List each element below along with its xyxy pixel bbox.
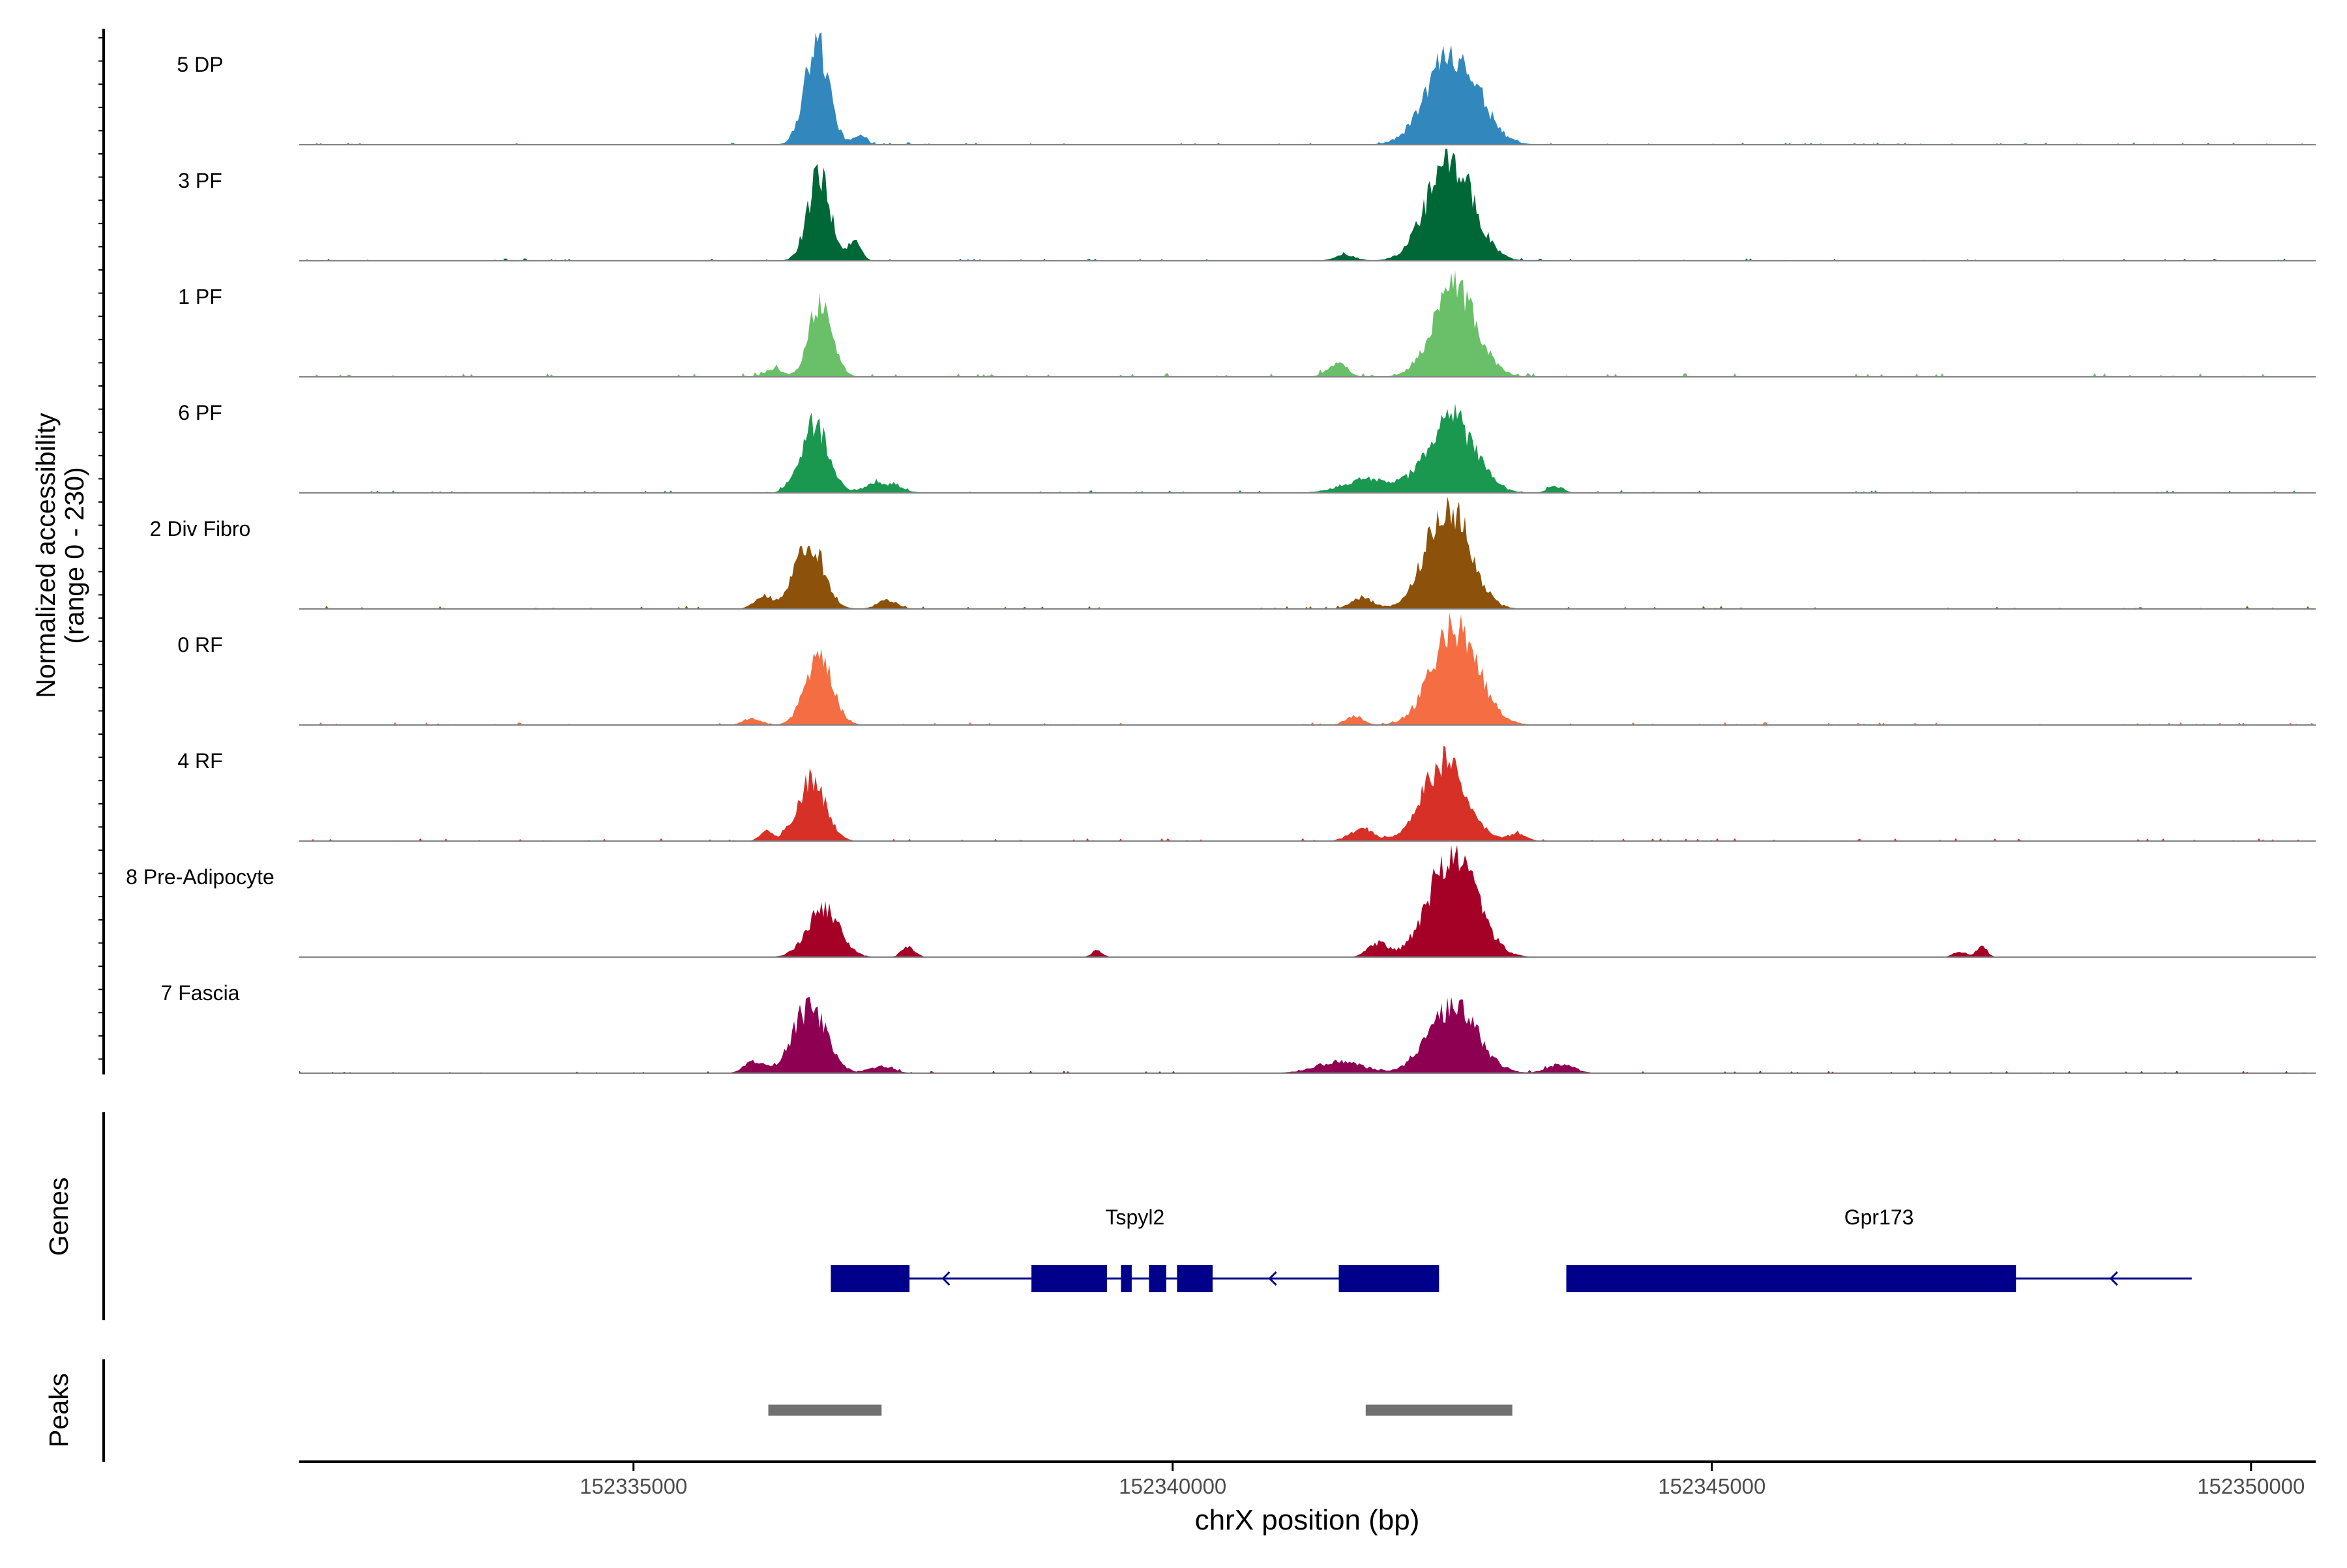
track-4-rf: 4 RF <box>177 745 2316 842</box>
x-tick-label: 152335000 <box>580 1474 687 1498</box>
gene-exon <box>1177 1265 1213 1292</box>
track-6-pf: 6 PF <box>178 401 2316 494</box>
gene-exon <box>831 1265 910 1292</box>
track-1-pf: 1 PF <box>178 270 2316 377</box>
gene-exon <box>1121 1265 1132 1292</box>
strand-arrow <box>2109 1271 2118 1286</box>
coverage-area <box>299 270 2316 377</box>
track-2-div-fibro: 2 Div Fibro <box>150 497 2316 610</box>
peaks-panel-label: Peaks <box>44 1373 74 1447</box>
peaks-layer <box>768 1404 1513 1416</box>
gene-gpr173: Gpr173 <box>1566 1206 2192 1292</box>
axes-layer: Normalized accessibility (range 0 - 230)… <box>31 29 2316 1536</box>
coverage-area <box>299 997 2316 1073</box>
track-label: 2 Div Fibro <box>150 517 251 540</box>
gene-label: Gpr173 <box>1844 1206 1914 1229</box>
peak-region <box>1365 1404 1513 1416</box>
coverage-area <box>299 33 2316 145</box>
coverage-area <box>299 149 2316 261</box>
track-8-pre-adipocyte: 8 Pre-Adipocyte <box>126 845 2316 958</box>
track-label: 4 RF <box>177 749 222 773</box>
strand-arrow <box>941 1271 951 1286</box>
gene-exon <box>1031 1265 1107 1292</box>
x-tick-label: 152345000 <box>1658 1474 1765 1498</box>
genes-panel-label: Genes <box>44 1177 74 1256</box>
track-label: 5 DP <box>177 53 223 76</box>
coverage-area <box>299 745 2316 841</box>
gene-label: Tspyl2 <box>1106 1206 1165 1229</box>
peak-region <box>768 1404 882 1416</box>
track-label: 6 PF <box>178 401 222 424</box>
track-7-fascia: 7 Fascia <box>161 981 2316 1074</box>
track-label: 3 PF <box>178 169 222 192</box>
x-tick-label: 152350000 <box>2197 1474 2305 1498</box>
gene-tspyl2: Tspyl2 <box>831 1206 1439 1292</box>
ticks-layer: 152335000 152340000 152345000 152350000 <box>580 1462 2305 1498</box>
coverage-area <box>299 613 2316 725</box>
track-label: 8 Pre-Adipocyte <box>126 865 274 889</box>
track-3-pf: 3 PF <box>178 149 2316 261</box>
y-axis-label-line1: Normalized accessibility <box>31 413 61 698</box>
genes-layer: Tspyl2 Gpr173 <box>831 1206 2192 1292</box>
coverage-area <box>299 497 2316 609</box>
track-5-dp: 5 DP <box>177 33 2316 145</box>
track-label: 7 Fascia <box>161 981 240 1005</box>
gene-exon <box>1566 1265 2016 1292</box>
track-0-rf: 0 RF <box>177 613 2316 726</box>
track-label: 1 PF <box>178 285 222 308</box>
track-label: 0 RF <box>177 633 222 657</box>
y-axis-label-line2: (range 0 - 230) <box>59 467 89 643</box>
x-tick-label: 152340000 <box>1119 1474 1226 1498</box>
strand-arrow <box>1268 1271 1277 1286</box>
x-axis-label: chrX position (bp) <box>1195 1504 1420 1536</box>
coverage-area <box>299 403 2316 493</box>
gene-exon <box>1149 1265 1166 1292</box>
tracks-layer: 5 DP 3 PF 1 PF 6 PF 2 Div Fibro 0 RF 4 RF 8 Pre… <box>126 33 2316 1074</box>
coverage-area <box>299 845 2316 957</box>
gene-exon <box>1338 1265 1439 1292</box>
